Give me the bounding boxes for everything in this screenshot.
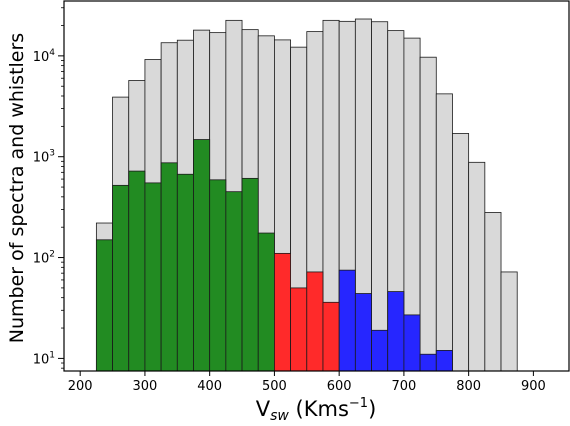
bar-series-1-bin-5 xyxy=(176,173,194,372)
x-axis-ticks: 200 300 400 500 600 700 800 900 xyxy=(68,371,546,394)
bar-series-1-bin-6 xyxy=(193,139,211,372)
bar-series-1-bin-7 xyxy=(209,179,227,372)
x-tick-label: 300 xyxy=(133,379,158,394)
plot-frame xyxy=(63,0,570,372)
bar-series-3-bin-0 xyxy=(338,269,356,372)
bar-series-0-bin-20 xyxy=(419,56,437,372)
bar-series-3-bin-2 xyxy=(371,329,389,372)
bar-series-3-bin-4 xyxy=(403,314,421,372)
x-tick-label: 800 xyxy=(456,379,481,394)
x-tick-label: 500 xyxy=(262,379,287,394)
y-tick-label: 104 xyxy=(33,48,56,65)
bar-series-0-bin-21 xyxy=(435,93,453,372)
y-tick-label: 101 xyxy=(33,350,55,367)
y-axis-label: Number of spectra and whistlers xyxy=(6,33,28,343)
x-axis-label: Vsw (Kms−1) xyxy=(256,396,377,424)
y-tick-label: 103 xyxy=(33,149,55,166)
x-tick-label: 200 xyxy=(68,379,93,394)
bar-series-2-bin-2 xyxy=(306,271,324,372)
x-tick-label: 400 xyxy=(197,379,222,394)
bar-series-0-bin-24 xyxy=(484,212,502,372)
bar-series-1-bin-3 xyxy=(144,182,162,372)
bar-series-1-bin-4 xyxy=(160,162,178,372)
bar-series-0-bin-22 xyxy=(452,133,470,372)
x-tick-label: 600 xyxy=(327,379,352,394)
x-tick-label: 900 xyxy=(521,379,546,394)
x-tick-label: 700 xyxy=(391,379,416,394)
bar-series-3-bin-5 xyxy=(419,353,437,372)
bar-series-2-bin-1 xyxy=(290,287,308,372)
bar-series-2-bin-3 xyxy=(322,301,340,372)
y-axis-ticks: 101 102 103 104 xyxy=(33,7,64,369)
bar-series-1-bin-1 xyxy=(112,184,130,372)
bar-series-1-bin-9 xyxy=(241,177,259,372)
bar-series-3-bin-3 xyxy=(387,291,405,372)
bar-series-0-bin-17 xyxy=(371,21,389,372)
bar-series-1-bin-10 xyxy=(257,232,275,372)
bar-series-1-bin-2 xyxy=(128,170,146,372)
histogram-bars xyxy=(95,18,518,372)
bar-series-3-bin-1 xyxy=(354,293,372,372)
y-tick-label: 102 xyxy=(33,250,55,267)
bar-series-1-bin-0 xyxy=(95,239,113,372)
bar-series-3-bin-6 xyxy=(435,350,453,372)
bar-series-0-bin-23 xyxy=(468,161,486,372)
bar-series-2-bin-0 xyxy=(274,252,292,372)
bar-series-0-bin-25 xyxy=(500,271,518,372)
bar-series-1-bin-8 xyxy=(225,191,243,372)
